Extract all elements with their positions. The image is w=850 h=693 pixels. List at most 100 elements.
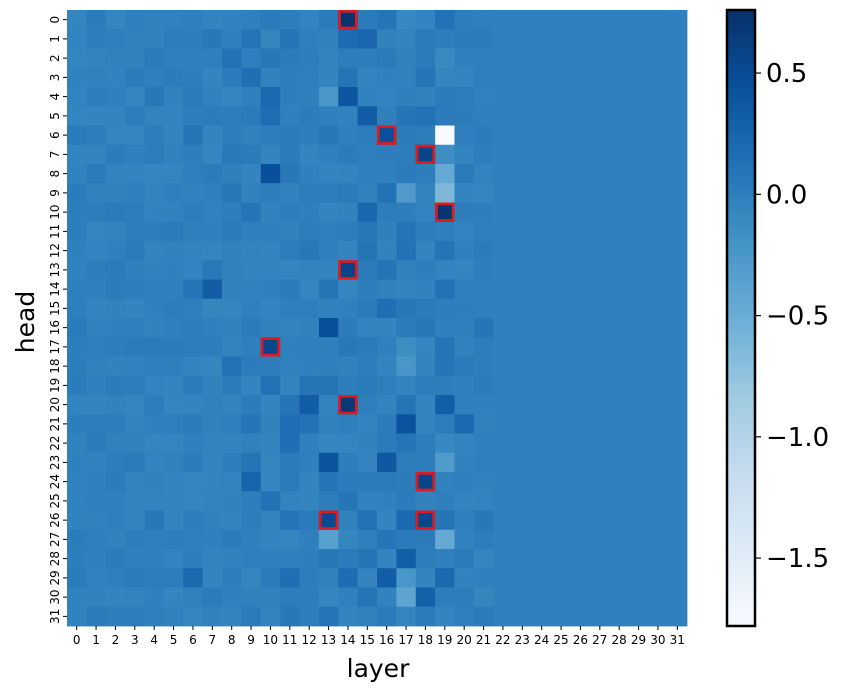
heatmap-cell	[338, 356, 359, 377]
heatmap-cell	[454, 144, 475, 165]
heatmap-cell	[377, 491, 397, 511]
heatmap-cell	[377, 29, 397, 49]
heatmap-cell	[105, 356, 126, 377]
heatmap-cell	[415, 337, 436, 357]
heatmap-cell	[590, 260, 610, 280]
heatmap-cell	[473, 144, 494, 165]
heatmap-cell	[570, 29, 591, 49]
heatmap-cell	[590, 221, 610, 242]
heatmap-cell	[67, 183, 87, 203]
heatmap-cell	[183, 529, 204, 550]
heatmap-cell	[338, 164, 359, 184]
heatmap-cell	[338, 48, 359, 69]
heatmap-cell	[473, 67, 494, 88]
heatmap-cell	[299, 10, 320, 30]
heatmap-cell	[318, 260, 339, 280]
heatmap-cell	[648, 395, 669, 415]
heatmap-cell	[280, 568, 300, 588]
heatmap-cell	[241, 29, 262, 49]
heatmap-cell	[357, 48, 378, 69]
heatmap-cell	[222, 375, 242, 396]
heatmap-cell	[357, 529, 378, 550]
heatmap-cell	[454, 260, 475, 280]
heatmap-cell	[532, 510, 552, 531]
heatmap-cell	[86, 241, 107, 261]
heatmap-cell	[435, 510, 455, 531]
heatmap-cell	[377, 87, 397, 107]
heatmap-cell	[260, 29, 281, 49]
heatmap-cell	[67, 144, 87, 165]
heatmap-cell	[183, 375, 204, 396]
heatmap-cell	[125, 260, 145, 280]
heatmap-cell	[570, 298, 591, 319]
heatmap-cell	[357, 29, 378, 49]
heatmap-cell	[667, 221, 688, 242]
heatmap-cell	[222, 144, 242, 165]
heatmap-cell	[280, 606, 300, 627]
heatmap-cell	[667, 414, 688, 434]
heatmap-cell	[299, 568, 320, 588]
heatmap-cell	[202, 106, 223, 126]
heatmap-cell	[357, 510, 378, 531]
heatmap-cell	[183, 29, 204, 49]
heatmap-cell	[377, 606, 397, 627]
heatmap-cell	[183, 587, 204, 608]
heatmap-cell	[512, 452, 533, 473]
heatmap-cell	[299, 356, 320, 377]
heatmap-cell	[86, 549, 107, 569]
heatmap-cell	[435, 529, 455, 550]
heatmap-cell	[86, 29, 107, 49]
heatmap-cell	[260, 260, 281, 280]
y-tick-label: 30	[48, 589, 62, 604]
heatmap-cell	[125, 87, 145, 107]
heatmap-cell	[222, 318, 242, 338]
heatmap-cell	[144, 395, 165, 415]
heatmap-cell	[435, 67, 455, 88]
heatmap-cell	[222, 491, 242, 511]
y-tick-label: 10	[48, 204, 62, 219]
heatmap-cell	[473, 202, 494, 223]
heatmap-cell	[260, 241, 281, 261]
heatmap-cell	[260, 106, 281, 126]
heatmap-cell	[183, 125, 204, 146]
heatmap-cell	[241, 472, 262, 492]
heatmap-cell	[202, 318, 223, 338]
x-tick-label: 27	[592, 633, 607, 647]
heatmap-cell	[163, 260, 184, 280]
heatmap-cell	[280, 87, 300, 107]
heatmap-cell	[454, 529, 475, 550]
heatmap-cell	[280, 106, 300, 126]
heatmap-cell	[241, 87, 262, 107]
heatmap-cell	[590, 241, 610, 261]
heatmap-cell	[280, 375, 300, 396]
heatmap-cell	[67, 337, 87, 357]
heatmap-cell	[105, 549, 126, 569]
heatmap-cell	[454, 106, 475, 126]
heatmap-cell	[299, 587, 320, 608]
heatmap-cell	[512, 587, 533, 608]
heatmap-cell	[280, 452, 300, 473]
heatmap-cell	[396, 606, 417, 627]
heatmap-cell	[67, 48, 87, 69]
heatmap-cell	[590, 298, 610, 319]
heatmap-cell	[493, 298, 514, 319]
heatmap-cell	[222, 606, 242, 627]
heatmap-cell	[318, 87, 339, 107]
heatmap-cell	[125, 279, 145, 300]
heatmap-cell	[377, 356, 397, 377]
heatmap-cell	[241, 298, 262, 319]
heatmap-cell	[222, 568, 242, 588]
heatmap-cell	[318, 529, 339, 550]
heatmap-cell	[125, 202, 145, 223]
heatmap-cell	[609, 587, 630, 608]
heatmap-cell	[396, 318, 417, 338]
heatmap-cell	[144, 587, 165, 608]
heatmap-cell	[280, 337, 300, 357]
heatmap-cell	[435, 549, 455, 569]
heatmap-cell	[415, 221, 436, 242]
heatmap-cell	[241, 549, 262, 569]
heatmap-cell	[628, 125, 649, 146]
heatmap-cell	[435, 568, 455, 588]
heatmap-cell	[473, 433, 494, 454]
heatmap-cell	[144, 29, 165, 49]
